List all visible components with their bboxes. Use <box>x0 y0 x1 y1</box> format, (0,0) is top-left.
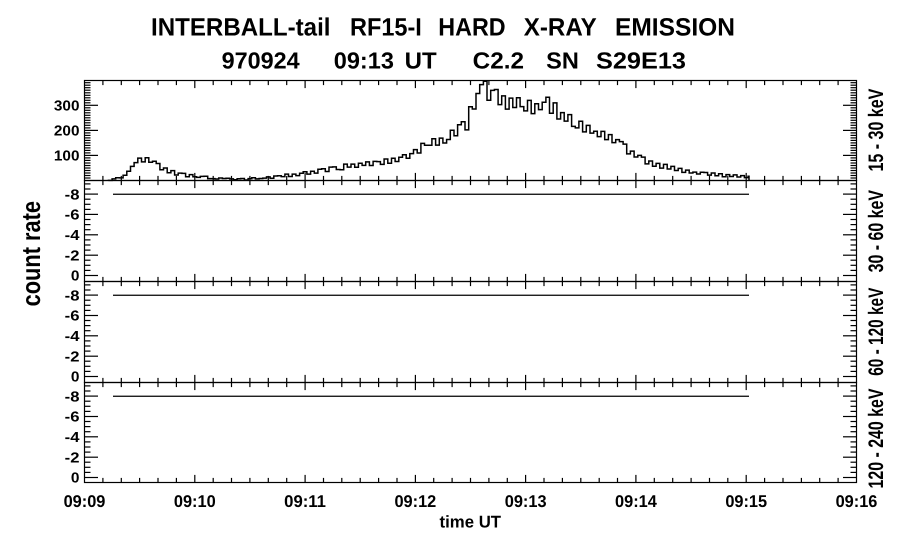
svg-text:-6: -6 <box>65 208 80 224</box>
svg-text:count rate: count rate <box>16 201 46 306</box>
svg-text:0: 0 <box>71 471 80 487</box>
svg-text:HARD: HARD <box>438 13 505 41</box>
svg-text:INTERBALL-tail: INTERBALL-tail <box>151 13 331 41</box>
svg-text:time UT: time UT <box>440 513 502 532</box>
svg-text:09:16: 09:16 <box>836 492 878 511</box>
svg-text:C2.2: C2.2 <box>473 47 524 73</box>
svg-text:UT: UT <box>405 47 437 73</box>
svg-text:-8: -8 <box>65 288 80 304</box>
svg-text:-6: -6 <box>65 309 80 325</box>
svg-text:-8: -8 <box>65 187 80 203</box>
svg-text:-6: -6 <box>65 410 80 426</box>
svg-text:-8: -8 <box>65 389 80 405</box>
svg-text:100: 100 <box>54 148 80 164</box>
svg-text:300: 300 <box>54 98 80 114</box>
svg-text:60 - 120 keV: 60 - 120 keV <box>865 288 888 376</box>
svg-text:09:09: 09:09 <box>64 492 106 511</box>
svg-text:09:10: 09:10 <box>174 492 216 511</box>
svg-text:0: 0 <box>71 370 80 386</box>
svg-text:RF15-I: RF15-I <box>350 13 422 41</box>
svg-text:09:14: 09:14 <box>615 492 657 511</box>
svg-text:-4: -4 <box>65 329 80 345</box>
svg-text:09:13: 09:13 <box>334 47 394 73</box>
svg-text:-2: -2 <box>65 248 80 264</box>
svg-text:09:12: 09:12 <box>394 492 436 511</box>
svg-text:-2: -2 <box>65 450 80 466</box>
svg-text:15 - 30 keV: 15 - 30 keV <box>865 89 888 172</box>
svg-text:-2: -2 <box>65 349 80 365</box>
svg-text:09:13: 09:13 <box>505 492 547 511</box>
svg-text:09:11: 09:11 <box>284 492 326 511</box>
svg-text:09:15: 09:15 <box>725 492 767 511</box>
svg-text:-4: -4 <box>65 430 80 446</box>
svg-text:30 - 60 keV: 30 - 60 keV <box>865 190 888 272</box>
svg-text:X-RAY: X-RAY <box>524 13 597 41</box>
svg-text:S29E13: S29E13 <box>596 47 686 73</box>
svg-text:-4: -4 <box>65 228 80 244</box>
svg-text:EMISSION: EMISSION <box>615 13 735 41</box>
svg-text:970924: 970924 <box>222 47 300 73</box>
svg-text:SN: SN <box>546 47 579 73</box>
svg-text:120 - 240 keV: 120 - 240 keV <box>865 389 888 489</box>
svg-text:200: 200 <box>54 123 80 139</box>
svg-text:0: 0 <box>71 269 80 285</box>
